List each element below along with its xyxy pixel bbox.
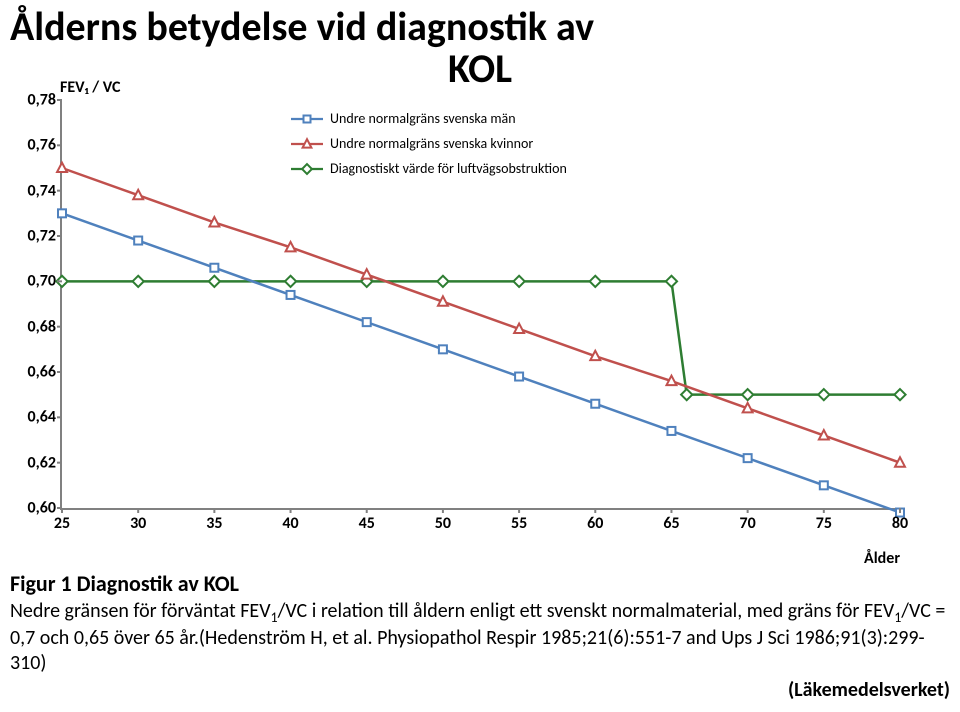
y-axis-ticks: 0,600,620,640,660,680,700,720,740,760,78 (10, 100, 56, 510)
x-tick-label: 80 (892, 514, 908, 533)
x-tick-label: 35 (206, 514, 222, 533)
series-marker-women (438, 296, 448, 305)
x-tick-label: 25 (54, 514, 70, 533)
legend-item: Undre normalgräns svenska kvinnor (290, 131, 567, 156)
x-axis-ticks: 253035404550556065707580 (62, 514, 900, 534)
x-tick-label: 60 (587, 514, 603, 533)
chart-area: FEV₁ / VC 0,600,620,640,660,680,700,720,… (60, 100, 900, 510)
figure-body: Nedre gränsen för förväntat FEV1/VC i re… (10, 599, 950, 677)
legend-label: Undre normalgräns svenska män (330, 110, 516, 127)
y-tick-label: 0,60 (10, 499, 56, 518)
y-tick-label: 0,78 (10, 91, 56, 110)
series-marker-women (590, 351, 600, 360)
series-marker-women (133, 190, 143, 199)
series-marker-diag (133, 276, 144, 287)
title-line-1: Ålderns betydelse vid diagnostik av (10, 6, 950, 48)
y-tick-label: 0,68 (10, 317, 56, 336)
x-tick-label: 65 (663, 514, 679, 533)
series-marker-women (667, 376, 677, 385)
series-marker-men (515, 373, 523, 381)
title-line-2: KOL (10, 48, 950, 90)
series-marker-men (744, 454, 752, 462)
y-tick-label: 0,64 (10, 408, 56, 427)
series-marker-women (895, 457, 905, 466)
series-marker-diag (437, 276, 448, 287)
legend-label: Diagnostiskt värde för luftvägsobstrukti… (330, 160, 567, 177)
x-tick-label: 30 (130, 514, 146, 533)
series-marker-women (286, 242, 296, 251)
series-line-diag (62, 281, 900, 394)
x-tick-label: 55 (511, 514, 527, 533)
series-marker-men (667, 427, 675, 435)
page-title: Ålderns betydelse vid diagnostik av KOL (0, 0, 960, 90)
series-line-women (62, 168, 900, 463)
series-marker-women (209, 217, 219, 226)
legend-item: Undre normalgräns svenska män (290, 106, 567, 131)
x-tick-label: 75 (816, 514, 832, 533)
y-tick-label: 0,74 (10, 181, 56, 200)
chart-legend: Undre normalgräns svenska män Undre norma… (290, 106, 567, 181)
series-marker-men (820, 481, 828, 489)
series-marker-men (363, 318, 371, 326)
series-marker-diag (209, 276, 220, 287)
series-marker-men (134, 237, 142, 245)
series-marker-men (439, 345, 447, 353)
y-tick-label: 0,72 (10, 227, 56, 246)
series-marker-men (210, 264, 218, 272)
series-marker-women (819, 430, 829, 439)
series-marker-women (362, 269, 372, 278)
y-axis-label: FEV₁ / VC (60, 78, 120, 97)
legend-label: Undre normalgräns svenska kvinnor (330, 135, 533, 152)
x-tick-label: 40 (282, 514, 298, 533)
series-marker-diag (818, 389, 829, 400)
series-marker-diag (894, 389, 905, 400)
series-line-men (62, 213, 900, 512)
series-marker-diag (590, 276, 601, 287)
x-tick-label: 45 (359, 514, 375, 533)
y-tick-label: 0,66 (10, 363, 56, 382)
series-marker-women (514, 324, 524, 333)
x-tick-label: 50 (435, 514, 451, 533)
series-marker-men (58, 209, 66, 217)
series-marker-men (591, 400, 599, 408)
series-marker-women (57, 163, 67, 172)
series-marker-diag (666, 276, 677, 287)
x-tick-label: 70 (740, 514, 756, 533)
legend-item: Diagnostiskt värde för luftvägsobstrukti… (290, 156, 567, 181)
y-tick-label: 0,70 (10, 272, 56, 291)
series-marker-diag (285, 276, 296, 287)
series-marker-diag (742, 389, 753, 400)
series-marker-diag (681, 389, 692, 400)
series-marker-diag (513, 276, 524, 287)
y-tick-label: 0,62 (10, 453, 56, 472)
figure-caption: Figur 1 Diagnostik av KOL Nedre gränsen … (10, 570, 950, 703)
series-marker-women (743, 403, 753, 412)
figure-label: Figur 1 Diagnostik av KOL (10, 570, 950, 597)
y-tick-label: 0,76 (10, 136, 56, 155)
series-marker-men (287, 291, 295, 299)
x-axis-label: Ålder (864, 549, 900, 568)
figure-credit: (Läkemedelsverket) (10, 678, 950, 702)
